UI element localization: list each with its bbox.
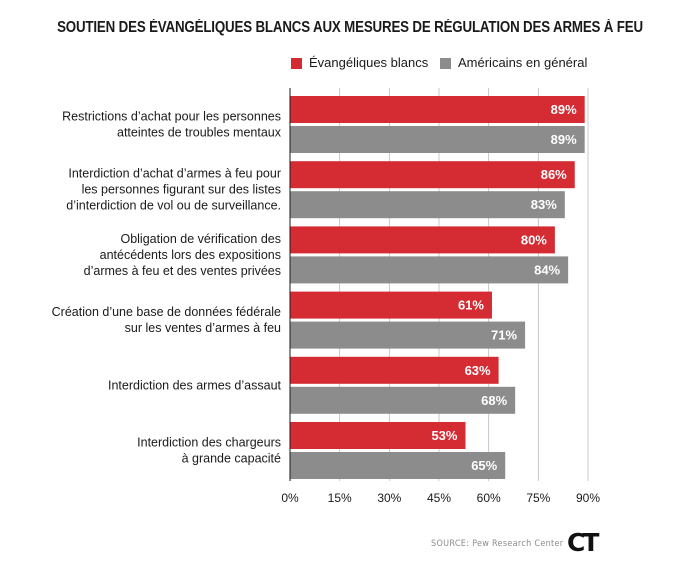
chart-title: SOUTIEN DES ÉVANGÉLIQUES BLANCS AUX MESU… xyxy=(57,19,643,36)
data-label: 63% xyxy=(465,363,491,378)
bar-general xyxy=(290,321,526,349)
legend-label-general: Américains en général xyxy=(458,55,588,70)
bar-evangelical xyxy=(290,161,575,189)
x-tick-label: 0% xyxy=(281,491,299,505)
legend-label-evangelical: Évangéliques blancs xyxy=(309,55,429,70)
x-tick-label: 30% xyxy=(377,491,401,505)
data-label: 53% xyxy=(431,428,457,443)
x-tick-label: 90% xyxy=(576,491,600,505)
data-label: 80% xyxy=(521,232,547,247)
x-tick-label: 60% xyxy=(477,491,501,505)
legend-swatch-evangelical xyxy=(291,58,302,69)
category-label: Restrictions d’achat pour les personnes a… xyxy=(62,110,282,140)
category-label: Interdiction d’achat d’armes à feu pour l… xyxy=(66,167,281,213)
bar-evangelical xyxy=(290,226,555,254)
data-label: 89% xyxy=(551,132,577,147)
data-label: 84% xyxy=(534,262,560,277)
source-note: SOURCE: Pew Research Center xyxy=(431,539,564,549)
category-label: Interdiction des chargeurs à grande capac… xyxy=(137,436,281,466)
bar-general xyxy=(290,386,516,414)
bar-evangelical xyxy=(290,96,585,123)
bar-evangelical xyxy=(290,422,466,449)
bar-evangelical xyxy=(290,291,492,319)
data-label: 61% xyxy=(458,298,484,313)
bar-general xyxy=(290,256,569,284)
data-label: 65% xyxy=(471,458,497,473)
data-label: 71% xyxy=(491,328,517,343)
category-label: Obligation de vérification des antécédent… xyxy=(84,232,281,278)
ct-logo: CT xyxy=(567,528,599,557)
data-label: 86% xyxy=(541,167,567,182)
data-label: 68% xyxy=(481,393,507,408)
bar-general xyxy=(290,452,506,479)
bar-general xyxy=(290,191,565,219)
category-label: Interdiction des armes d’assaut xyxy=(108,378,282,392)
x-tick-label: 75% xyxy=(526,491,550,505)
category-label: Création d’une base de données fédérale s… xyxy=(52,305,281,335)
x-tick-label: 15% xyxy=(328,491,352,505)
data-label: 83% xyxy=(531,197,557,212)
data-label: 89% xyxy=(551,102,577,117)
legend-swatch-general xyxy=(440,58,451,69)
x-tick-label: 45% xyxy=(427,491,451,505)
bar-evangelical xyxy=(290,356,499,384)
bar-general xyxy=(290,126,585,153)
